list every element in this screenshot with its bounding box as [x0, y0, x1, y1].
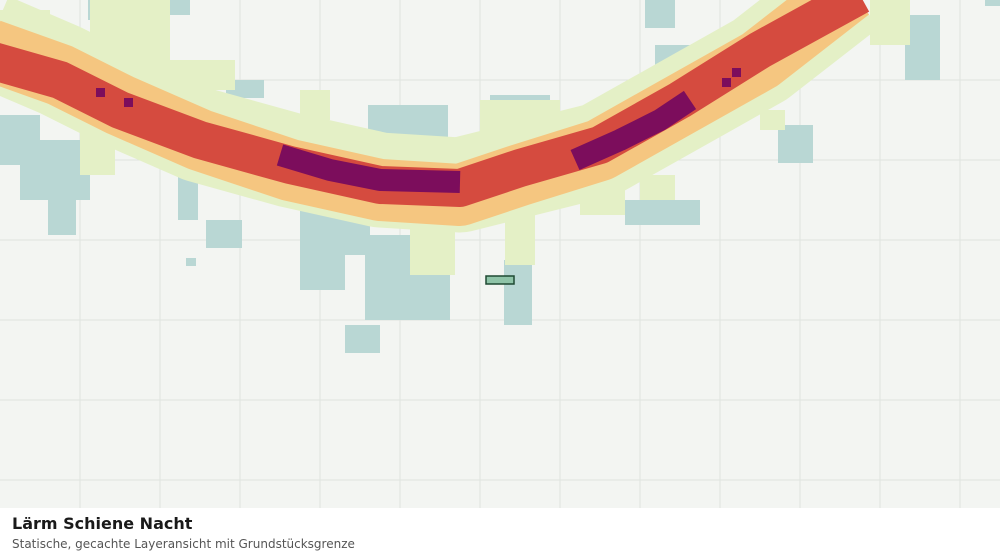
noise-band-very-high	[570, 90, 697, 171]
noise-hotspots	[96, 68, 741, 107]
legend-panel: Lärm Schiene Nacht Statische, gecachte L…	[0, 508, 1000, 560]
layer-title: Lärm Schiene Nacht	[12, 514, 193, 533]
map-view	[0, 0, 1000, 508]
noise-band-very-high	[276, 144, 461, 193]
layer-subtitle: Statische, gecachte Layeransicht mit Gru…	[12, 537, 355, 551]
parcel-boundary[interactable]	[485, 275, 515, 285]
